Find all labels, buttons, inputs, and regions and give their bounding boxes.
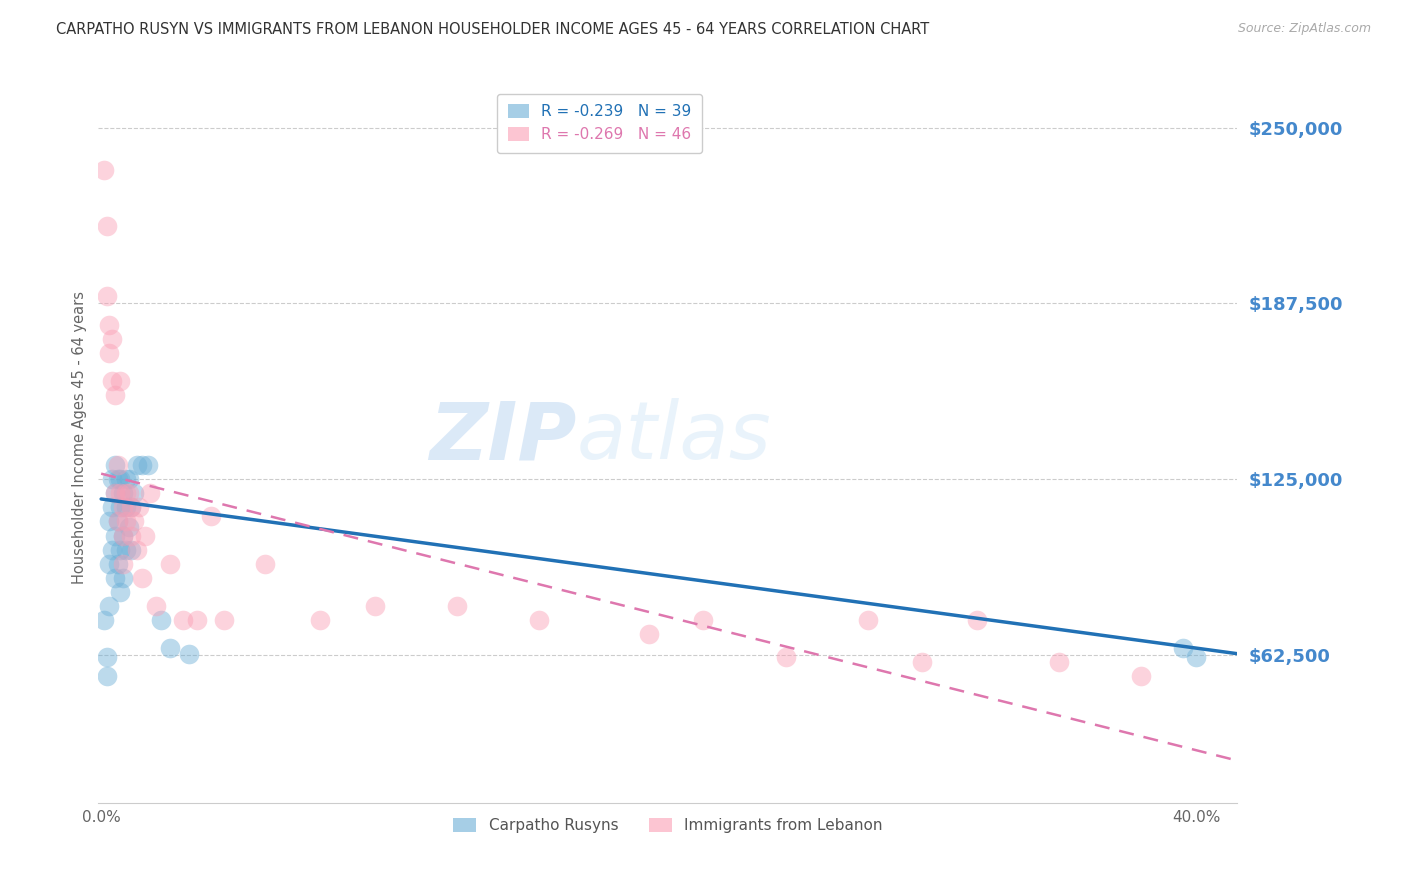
Point — [93, 162, 115, 177]
Point — [110, 486, 132, 500]
Point — [254, 557, 277, 571]
Point — [96, 219, 118, 233]
Point — [110, 542, 132, 557]
Point — [1185, 649, 1208, 664]
Point — [107, 515, 129, 529]
Point — [101, 542, 124, 557]
Text: atlas: atlas — [576, 398, 772, 476]
Point — [1130, 669, 1153, 683]
Point — [911, 655, 934, 669]
Point — [98, 515, 121, 529]
Point — [139, 486, 162, 500]
Point — [172, 613, 194, 627]
Point — [112, 528, 135, 542]
Point — [120, 528, 142, 542]
Point — [1047, 655, 1070, 669]
Point — [107, 557, 129, 571]
Point — [856, 613, 879, 627]
Point — [98, 318, 121, 332]
Point — [114, 486, 136, 500]
Point — [107, 472, 129, 486]
Y-axis label: Householder Income Ages 45 - 64 years: Householder Income Ages 45 - 64 years — [72, 291, 87, 583]
Point — [101, 332, 124, 346]
Point — [104, 388, 127, 402]
Point — [131, 571, 153, 585]
Point — [112, 486, 135, 500]
Point — [104, 528, 127, 542]
Point — [114, 542, 136, 557]
Point — [637, 627, 659, 641]
Point — [120, 500, 142, 515]
Point — [120, 500, 142, 515]
Point — [527, 613, 550, 627]
Point — [110, 500, 132, 515]
Point — [104, 571, 127, 585]
Point — [125, 542, 148, 557]
Text: CARPATHO RUSYN VS IMMIGRANTS FROM LEBANON HOUSEHOLDER INCOME AGES 45 - 64 YEARS : CARPATHO RUSYN VS IMMIGRANTS FROM LEBANO… — [56, 22, 929, 37]
Point — [112, 571, 135, 585]
Point — [446, 599, 468, 613]
Point — [117, 486, 139, 500]
Point — [1171, 641, 1194, 656]
Point — [112, 528, 135, 542]
Point — [117, 520, 139, 534]
Point — [107, 458, 129, 473]
Point — [114, 500, 136, 515]
Point — [101, 472, 124, 486]
Point — [120, 542, 142, 557]
Point — [114, 515, 136, 529]
Point — [131, 458, 153, 473]
Text: Source: ZipAtlas.com: Source: ZipAtlas.com — [1237, 22, 1371, 36]
Point — [112, 500, 135, 515]
Point — [775, 649, 797, 664]
Point — [309, 613, 332, 627]
Point — [966, 613, 988, 627]
Text: ZIP: ZIP — [429, 398, 576, 476]
Point — [150, 613, 173, 627]
Point — [159, 557, 181, 571]
Point — [96, 289, 118, 303]
Point — [104, 458, 127, 473]
Point — [145, 599, 167, 613]
Point — [136, 458, 159, 473]
Point — [110, 374, 132, 388]
Point — [96, 649, 118, 664]
Point — [177, 647, 200, 661]
Point — [128, 500, 150, 515]
Point — [98, 557, 121, 571]
Point — [112, 557, 135, 571]
Point — [214, 613, 236, 627]
Point — [134, 528, 156, 542]
Point — [98, 345, 121, 359]
Point — [186, 613, 208, 627]
Point — [101, 500, 124, 515]
Point — [122, 515, 145, 529]
Point — [122, 486, 145, 500]
Point — [159, 641, 181, 656]
Point — [110, 472, 132, 486]
Point — [110, 584, 132, 599]
Point — [364, 599, 387, 613]
Point — [692, 613, 714, 627]
Point — [96, 669, 118, 683]
Point — [114, 472, 136, 486]
Legend: Carpatho Rusyns, Immigrants from Lebanon: Carpatho Rusyns, Immigrants from Lebanon — [447, 812, 889, 839]
Point — [101, 374, 124, 388]
Point — [107, 515, 129, 529]
Point — [117, 472, 139, 486]
Point — [104, 486, 127, 500]
Point — [93, 613, 115, 627]
Point — [125, 458, 148, 473]
Point — [200, 508, 222, 523]
Point — [104, 486, 127, 500]
Point — [98, 599, 121, 613]
